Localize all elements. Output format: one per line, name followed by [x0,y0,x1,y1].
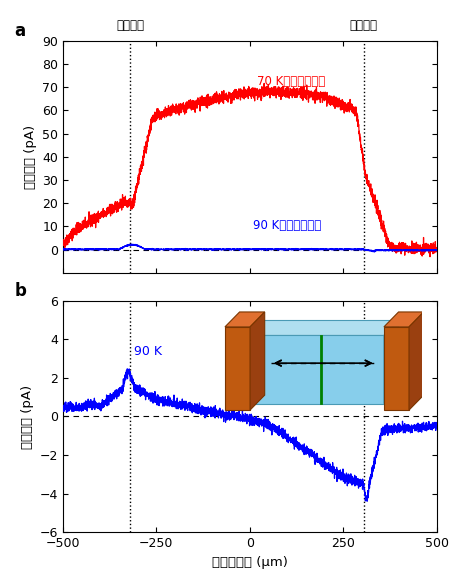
Text: 70 K（強誘電相）: 70 K（強誘電相） [257,75,325,88]
Text: 電極位置: 電極位置 [350,19,378,32]
X-axis label: 光照射位置 (μm): 光照射位置 (μm) [212,556,288,569]
Text: 90 K（常誘電相）: 90 K（常誘電相） [253,219,322,232]
Y-axis label: 短絡電流 (pA): 短絡電流 (pA) [21,384,34,449]
Text: b: b [14,282,26,300]
Text: a: a [14,22,26,40]
Y-axis label: 短絡電流 (pA): 短絡電流 (pA) [23,125,36,189]
Text: 電極位置: 電極位置 [116,19,144,32]
Text: 90 K: 90 K [134,345,162,357]
